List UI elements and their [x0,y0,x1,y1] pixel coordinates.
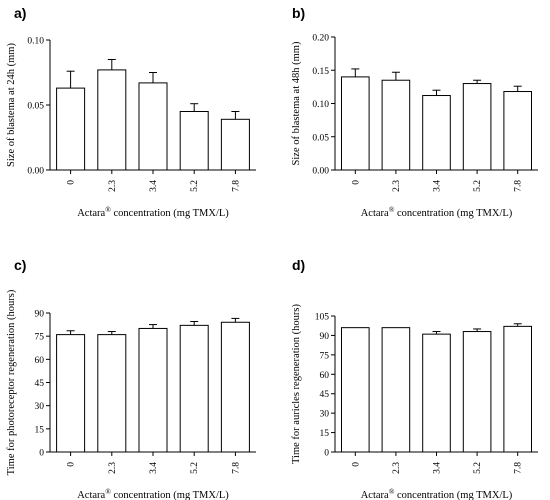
panel-a-label: a) [14,5,26,21]
panel-c-x-tick-label: 2.3 [108,462,118,474]
panel-a-x-axis-title: Actara® concentration (mg TMX/L) [77,205,229,219]
panel-a-bar [220,118,250,171]
panel-b-y-tick-label: 0.00 [312,167,329,177]
panel-a-bar [179,111,209,171]
panel-d-x-tick-label: 3.4 [433,462,443,474]
panel-a-y-tick-label: 0.05 [27,102,44,112]
panel-b-error-bar [432,89,441,96]
panel-b-bar [503,91,533,171]
panel-b-error-bar [513,85,522,92]
panel-c: c) 0 15 30 45 60 75 90 0 2.3 3.4 5.2 7.8 Time for pho… [6,257,256,500]
panel-b-x-tick-label: 5.2 [473,180,483,192]
panel-d-x-tick-label: 5.2 [473,462,483,474]
panel-a-error-bar [149,72,157,83]
panel-a-error-bar [66,70,75,89]
panel-c-x-tick-label: 0 [67,462,77,467]
panel-b-bar [422,95,451,171]
panel-d-error-bar [432,331,441,335]
panel-d-bar [462,331,492,453]
panel-c-error-bar [231,317,240,323]
panel-d-y-tick-label: 75 [320,351,330,361]
panel-b-error-bar [473,79,482,84]
panel-c-x-axis-title: Actara® concentration (mg TMX/L) [77,487,229,500]
panel-c-y-tick-label: 60 [35,356,45,366]
panel-b-label: b) [292,5,305,21]
panel-a-error-bar [231,111,240,120]
panel-c-y-axis-title: Time for photoreceptor regeneration (hou… [6,289,17,475]
panel-a-error-bar [107,59,116,70]
panel-b-bar [381,79,411,171]
panel-d-y-tick-label: 0 [324,449,329,459]
panel-a-y-tick-label: 0.00 [27,167,44,177]
panel-a-bar [97,69,127,171]
panel-d-y-axis-title: Time for auricles regeneration (hours) [291,304,302,464]
panel-b-bar [340,76,370,171]
panel-a-x-tick-label: 7.8 [231,180,241,192]
panel-b-x-tick-label: 0 [351,180,361,185]
panel-a-bar [138,82,168,171]
panel-d-y-tick-label: 30 [320,410,330,420]
panel-c-y-tick-label: 75 [35,333,45,343]
panel-b-x-tick-label: 7.8 [514,180,524,192]
panel-a-x-tick-label: 0 [67,180,77,185]
panel-a-error-bar [190,103,199,112]
panel-d-bar [340,327,370,453]
panel-b-y-tick-label: 0.05 [312,133,329,143]
panel-b-error-bar [351,68,360,77]
panel-d-bar [381,327,411,453]
panel-a-y-axis-title: Size of blastema at 24h (mm) [6,43,17,167]
panel-a-bar [56,87,86,171]
panel-c-y-tick-label: 0 [39,449,44,459]
panel-d-bar [503,325,533,453]
panel-d-x-axis-title: Actara® concentration (mg TMX/L) [361,487,513,500]
panel-d-y-tick-label: 45 [320,390,330,400]
panel-d: d) 0 15 30 45 60 75 90 105 0 2.3 3.4 5.2 7.8 Time for … [291,257,538,500]
panel-d-bar [422,333,451,453]
panel-b-y-tick-label: 0.10 [312,100,329,110]
panel-d-x-tick-label: 7.8 [514,462,524,474]
panel-c-y-tick-label: 30 [35,402,45,412]
panel-b-x-tick-label: 3.4 [433,180,443,192]
panel-d-y-tick-label: 60 [320,371,330,381]
panel-d-label: d) [292,257,305,273]
panel-d-y-tick-label: 15 [320,429,330,439]
panel-d-y-tick-label: 90 [320,332,330,342]
panel-b-y-tick-label: 0.15 [312,67,329,77]
panel-a-x-tick-label: 3.4 [149,180,159,192]
panel-c-y-tick-label: 90 [35,310,45,320]
panel-d-x-tick-label: 0 [351,462,361,467]
panel-c-bar [97,334,127,453]
panel-d-x-tick-label: 2.3 [392,462,402,474]
panel-c-bar [138,327,168,453]
panel-b-x-tick-label: 2.3 [392,180,402,192]
panel-c-label: c) [14,257,26,273]
panel-c-bar [179,324,209,453]
panel-c-error-bar [149,324,157,329]
panel-b-error-bar [391,71,400,81]
panel-c-y-tick-label: 15 [35,425,45,435]
panel-d-y-tick-label: 105 [315,313,330,323]
panel-d-error-bar [513,323,522,327]
panel-c-bar [220,321,250,453]
panel-c-error-bar [190,320,199,326]
panel-d-error-bar [473,328,482,332]
panel-c-x-tick-label: 3.4 [149,462,159,474]
panel-b-bar [462,83,492,171]
panel-a-y-tick-label: 0.10 [27,37,44,47]
panel-c-error-bar [66,330,75,335]
panel-c-y-tick-label: 45 [35,379,45,389]
panel-a-x-tick-label: 2.3 [108,180,118,192]
panel-b-x-axis-title: Actara® concentration (mg TMX/L) [361,205,513,219]
panel-b: b) 0.00 0.05 0.10 0.15 0.20 0 2.3 3.4 5.2 7.8 Size … [291,5,538,219]
panel-c-x-tick-label: 7.8 [231,462,241,474]
panel-b-y-axis-title: Size of blastema at 48h (mm) [291,41,302,165]
panel-c-bar [56,334,86,453]
panel-a: a) 0.00 0.05 0.10 0 2.3 3.4 5.2 7.8 Size of blast… [6,5,256,219]
panel-c-x-tick-label: 5.2 [190,462,200,474]
panel-b-y-tick-label: 0.20 [312,34,329,44]
panel-a-x-tick-label: 5.2 [190,180,200,192]
panel-c-error-bar [107,331,116,335]
